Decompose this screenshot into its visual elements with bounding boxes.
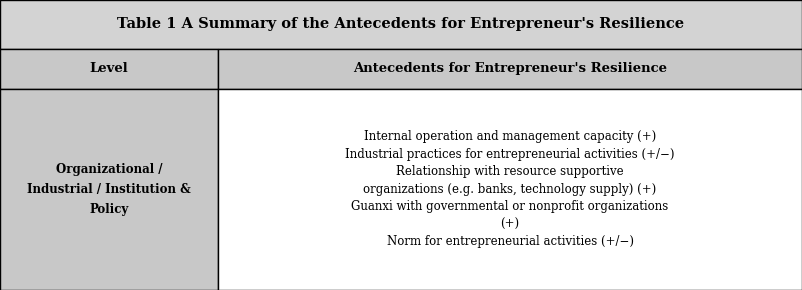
Text: Table 1 A Summary of the Antecedents for Entrepreneur's Resilience: Table 1 A Summary of the Antecedents for… <box>117 17 685 31</box>
Bar <box>0 89 218 290</box>
Bar <box>218 49 802 89</box>
Bar <box>218 89 802 290</box>
Text: Organizational /
Industrial / Institution &
Policy: Organizational / Industrial / Institutio… <box>27 163 191 216</box>
Text: Antecedents for Entrepreneur's Resilience: Antecedents for Entrepreneur's Resilienc… <box>353 62 667 75</box>
Text: Level: Level <box>90 62 128 75</box>
Bar <box>0 49 218 89</box>
Text: Internal operation and management capacity (+)
Industrial practices for entrepre: Internal operation and management capaci… <box>346 130 674 248</box>
Bar <box>0 0 802 49</box>
